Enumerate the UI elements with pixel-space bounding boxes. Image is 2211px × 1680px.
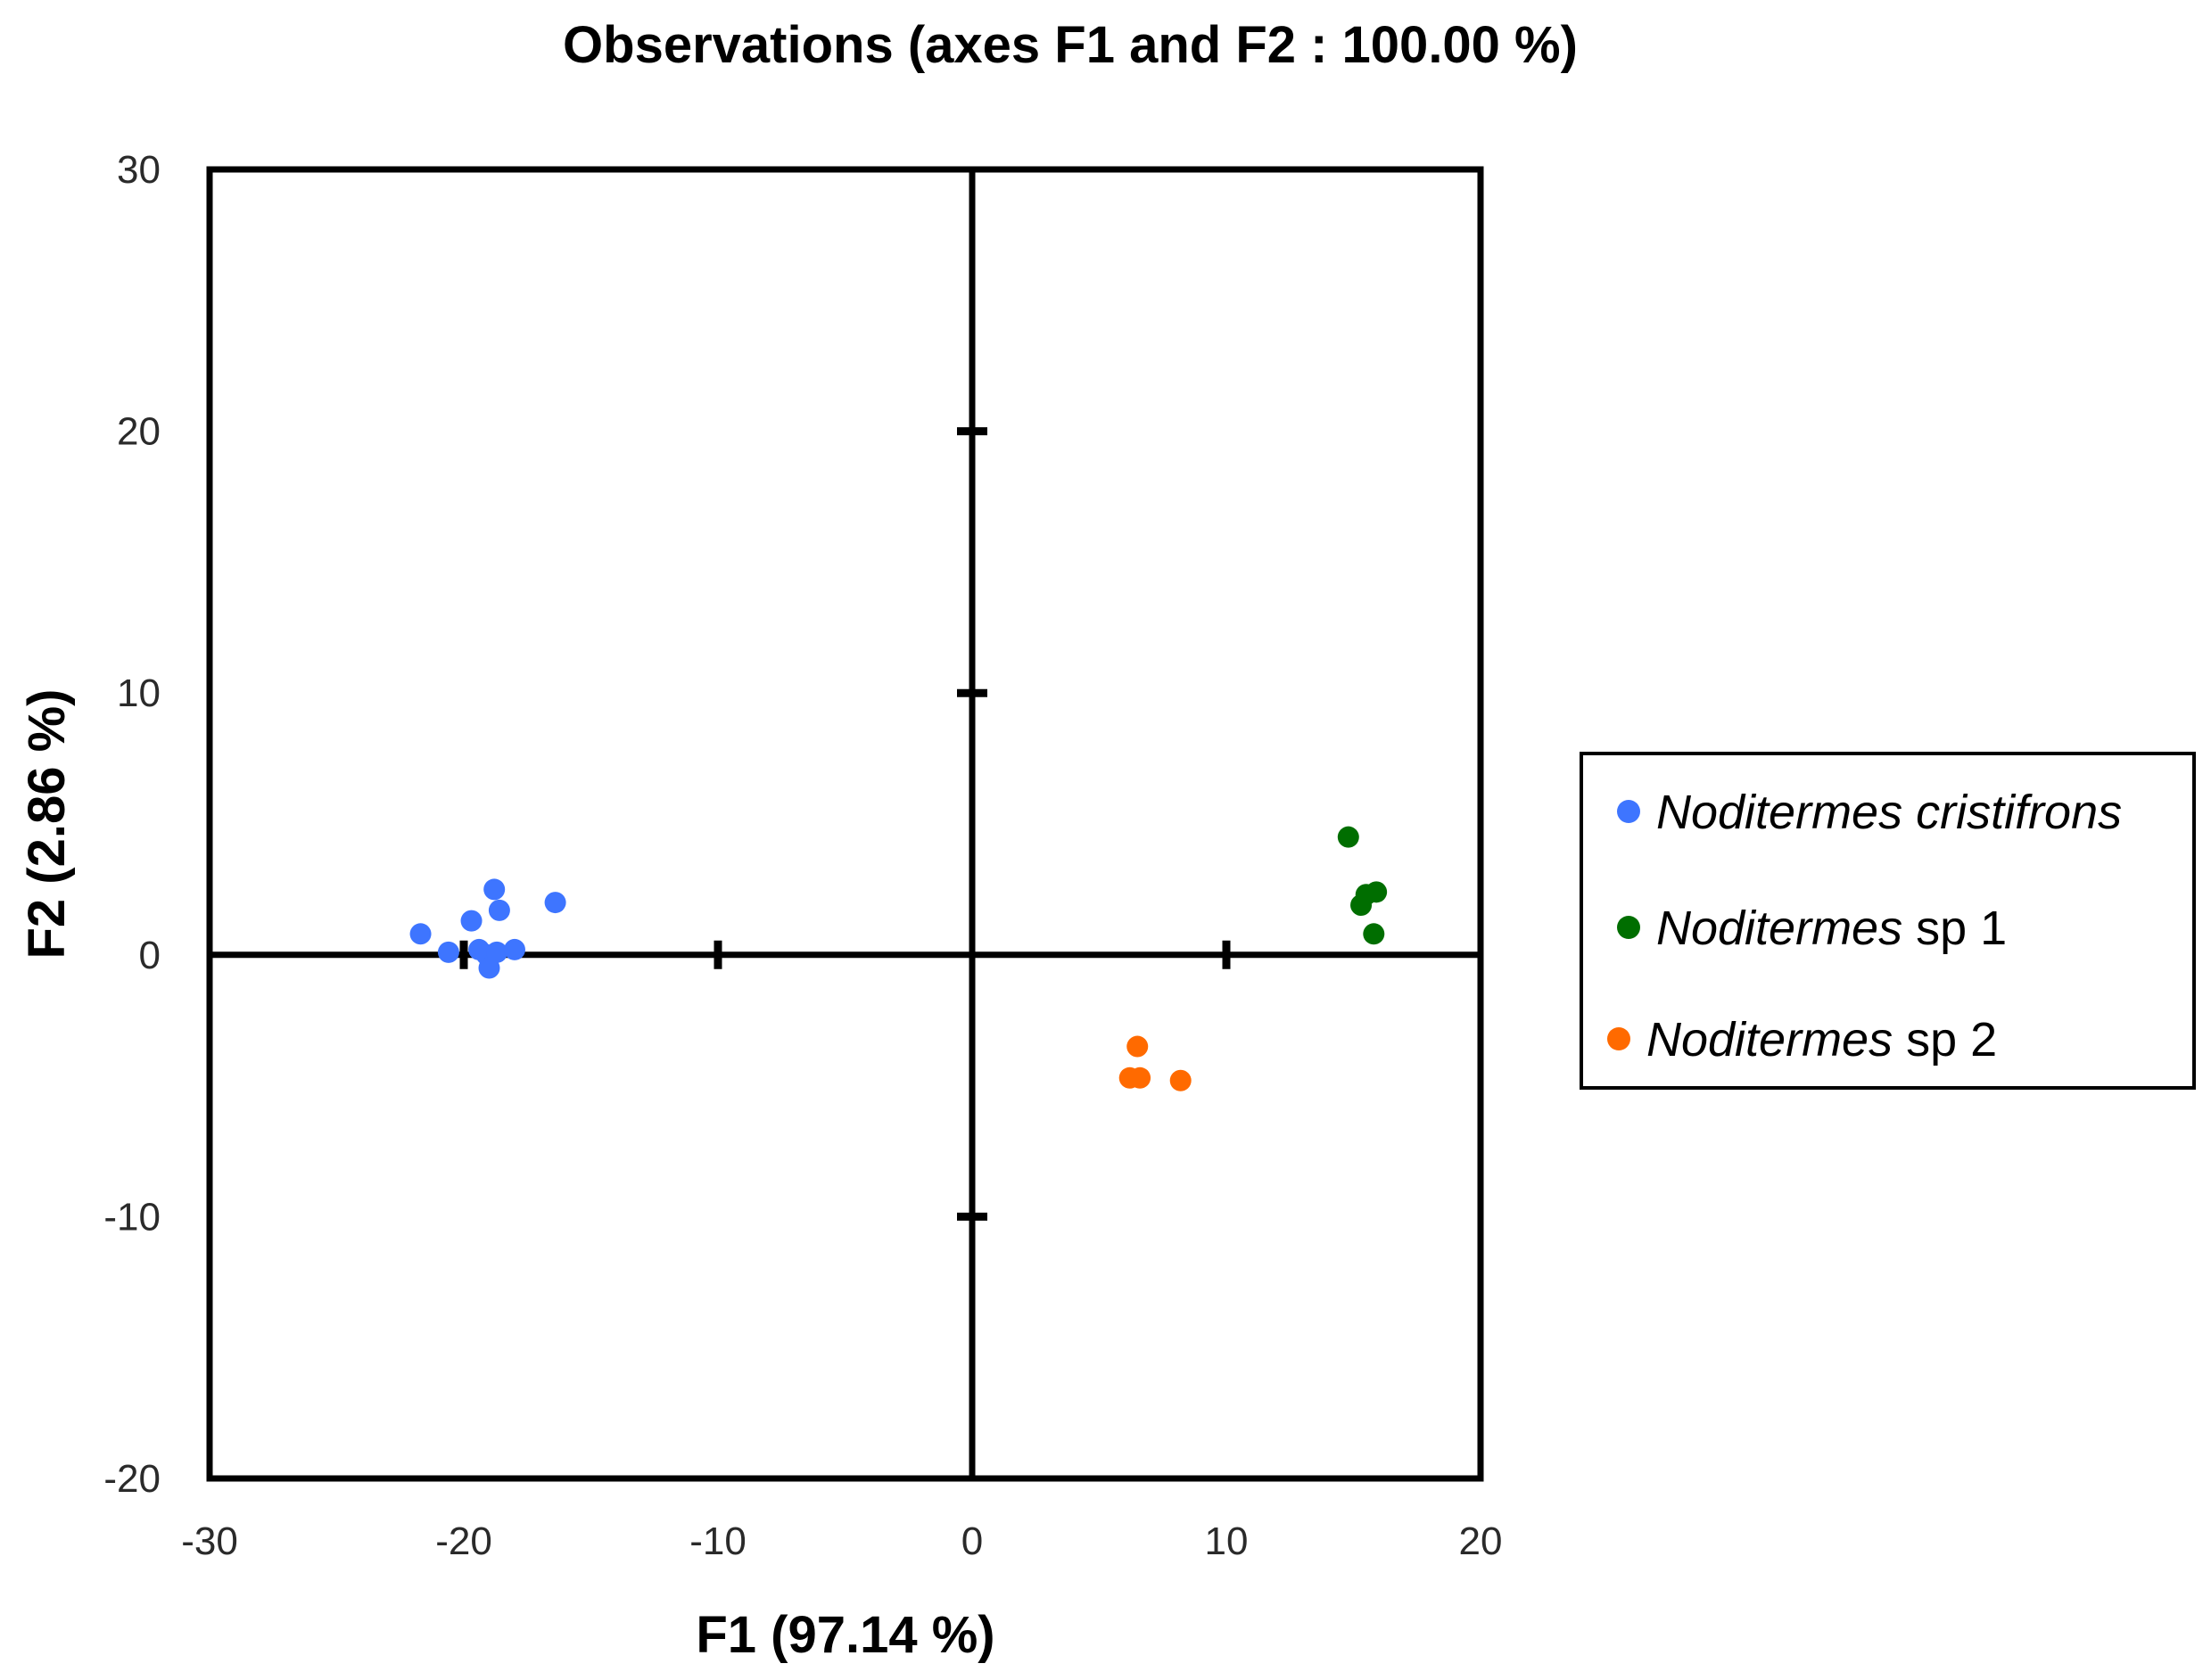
legend-marker (1617, 800, 1640, 823)
chart-title: Observations (axes F1 and F2 : 100.00 %) (563, 16, 1578, 74)
plot-area-frame (206, 166, 1484, 1482)
x-tick-label: 10 (1205, 1519, 1249, 1563)
legend-label: Noditermes sp 2 (1646, 1013, 1997, 1066)
data-point-series-3 (1169, 1069, 1192, 1091)
data-point-series-3 (1126, 1035, 1149, 1058)
data-points (409, 826, 1388, 1091)
data-point-series-2 (1337, 826, 1359, 848)
legend-label: Noditermes cristifrons (1656, 786, 2122, 839)
y-tick-label: 30 (117, 148, 161, 192)
legend-label: Noditermes sp 1 (1656, 902, 2007, 955)
legend-box (1580, 752, 2196, 1090)
legend: Noditermes cristifrons Noditermes sp 1 Nod… (1580, 752, 2196, 1090)
x-axis-label: F1 (97.14 %) (696, 1606, 994, 1664)
y-tick-label: 0 (139, 934, 161, 977)
zero-axes (210, 169, 1481, 1478)
data-point-series-1 (437, 941, 459, 963)
y-tick-label: -10 (103, 1195, 161, 1239)
data-point-series-1 (483, 878, 506, 901)
legend-marker (1607, 1027, 1630, 1050)
x-tick-label: 20 (1459, 1519, 1503, 1563)
x-tick-label: -10 (689, 1519, 747, 1563)
data-point-series-2 (1365, 881, 1388, 903)
y-tick-label: -20 (103, 1457, 161, 1501)
data-point-series-3 (1129, 1066, 1151, 1089)
data-point-series-1 (488, 899, 510, 921)
data-point-series-1 (544, 892, 566, 914)
y-axis-ticks: -20 -10 0 10 20 30 (103, 148, 161, 1501)
legend-marker (1617, 916, 1640, 939)
x-tick-label: 0 (961, 1519, 983, 1563)
y-tick-label: 10 (117, 671, 161, 715)
data-point-series-1 (409, 923, 432, 945)
y-tick-label: 20 (117, 410, 161, 454)
data-point-series-2 (1363, 923, 1385, 945)
data-point-series-1 (460, 910, 483, 932)
x-tick-label: -30 (181, 1519, 238, 1563)
data-point-series-1 (504, 938, 525, 960)
x-axis-ticks: -30 -20 -10 0 10 20 (181, 1519, 1502, 1563)
data-point-series-1 (486, 941, 508, 963)
x-tick-label: -20 (435, 1519, 492, 1563)
y-axis-label: F2 (2.86 %) (18, 689, 76, 959)
